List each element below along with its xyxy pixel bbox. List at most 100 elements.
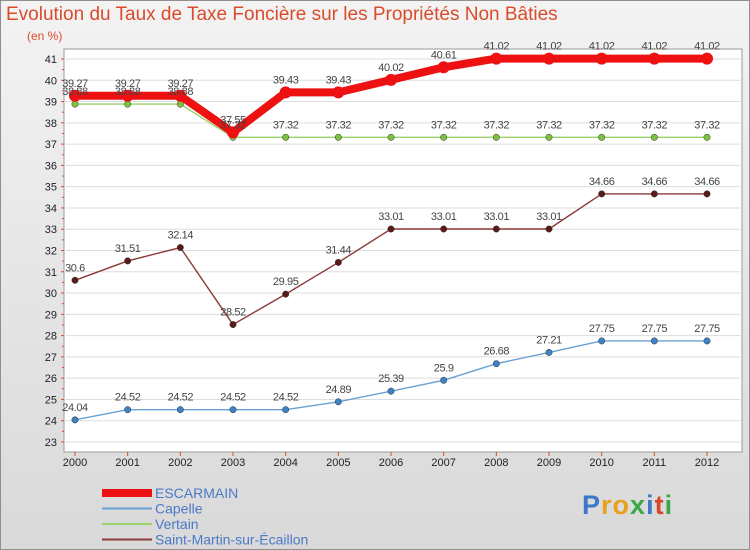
point-vertain-2004 <box>282 133 290 141</box>
y-tick-label-38: 38 <box>45 118 57 130</box>
point-vertain-2012 <box>703 133 711 141</box>
point-escarmain-2009 <box>543 52 555 65</box>
data-label-escarmain-2009: 41.02 <box>536 41 562 53</box>
x-tick-label-2012: 2012 <box>695 457 719 469</box>
point-saint-martin-sur-caillon-2006 <box>387 225 395 233</box>
proxiti-logo: Proxiti <box>582 490 673 521</box>
point-saint-martin-sur-caillon-2007 <box>440 225 448 233</box>
x-tick-label-2011: 2011 <box>643 457 667 469</box>
x-tick-label-2004: 2004 <box>273 457 297 469</box>
gridlines <box>64 58 742 443</box>
y-tick-label-29: 29 <box>45 309 57 321</box>
data-label-saint-martin-sur-caillon-2000: 30.6 <box>65 262 85 274</box>
series-saint-martin-sur-caillon <box>71 190 711 328</box>
y-tick-label-23: 23 <box>45 437 57 449</box>
point-escarmain-2010 <box>595 52 608 65</box>
x-axis: 2000 2001 2002 2003 2004 2005 2006 2007 2008 2009… <box>63 452 719 469</box>
data-label-escarmain-2008: 41.02 <box>484 41 510 53</box>
y-tick-label-35: 35 <box>45 182 57 194</box>
point-vertain-2000 <box>71 100 79 108</box>
point-vertain-2011 <box>650 133 658 141</box>
point-capelle-2008 <box>492 360 500 368</box>
point-saint-martin-sur-caillon-2002 <box>176 244 184 251</box>
y-tick-label-32: 32 <box>45 246 57 258</box>
data-label-capelle-2011: 27.75 <box>642 323 668 335</box>
y-tick-label-36: 36 <box>45 160 57 172</box>
logo-letter: t <box>654 490 665 520</box>
point-escarmain-2011 <box>648 52 661 65</box>
legend-label-escarmain: ESCARMAIN <box>155 485 238 501</box>
y-tick-label-41: 41 <box>45 54 57 66</box>
x-tick-label-2001: 2001 <box>115 457 139 469</box>
logo-letter: r <box>601 490 613 520</box>
data-label-capelle-2006: 25.39 <box>378 373 404 385</box>
point-saint-martin-sur-caillon-2011 <box>650 190 658 198</box>
point-capelle-2010 <box>598 337 606 345</box>
data-label-vertain-2005: 37.32 <box>326 119 352 131</box>
logo-letter: x <box>630 490 647 520</box>
point-capelle-2002 <box>176 406 184 414</box>
data-label-vertain-2002: 38.88 <box>168 86 194 98</box>
point-capelle-2011 <box>650 337 658 345</box>
y-tick-label-37: 37 <box>45 139 57 151</box>
y-tick-label-30: 30 <box>45 288 57 300</box>
data-label-capelle-2000: 24.04 <box>62 402 88 414</box>
data-label-escarmain-2010: 41.02 <box>589 41 615 53</box>
legend-label-vertain: Vertain <box>155 516 199 532</box>
y-axis-unit: (en %) <box>27 29 63 43</box>
data-label-escarmain-2002: 39.27 <box>168 78 194 90</box>
data-label-escarmain-2004: 39.43 <box>273 74 299 86</box>
point-saint-martin-sur-caillon-2012 <box>703 190 711 198</box>
data-label-capelle-2009: 27.21 <box>536 334 562 346</box>
data-label-capelle-2004: 24.52 <box>273 392 299 404</box>
data-label-saint-martin-sur-caillon-2011: 34.66 <box>642 176 668 188</box>
point-escarmain-2003 <box>227 126 239 139</box>
data-label-escarmain-2000: 39.27 <box>62 78 88 90</box>
point-capelle-2000 <box>71 416 79 424</box>
data-label-saint-martin-sur-caillon-2005: 31.44 <box>326 244 352 256</box>
data-label-vertain-2004: 37.32 <box>273 119 299 131</box>
chart-title: Evolution du Taux de Taxe Foncière sur l… <box>6 4 558 25</box>
data-label-saint-martin-sur-caillon-2009: 33.01 <box>536 211 562 223</box>
point-escarmain-2002 <box>174 89 187 102</box>
x-tick-label-2005: 2005 <box>326 457 350 469</box>
data-label-capelle-2010: 27.75 <box>589 323 615 335</box>
point-capelle-2006 <box>387 387 395 395</box>
data-label-saint-martin-sur-caillon-2001: 31.51 <box>115 243 141 255</box>
y-tick-label-39: 39 <box>45 97 57 109</box>
point-escarmain-2006 <box>385 73 397 86</box>
data-label-saint-martin-sur-caillon-2010: 34.66 <box>589 176 615 188</box>
x-tick-label-2006: 2006 <box>379 457 403 469</box>
point-saint-martin-sur-caillon-2005 <box>334 258 342 266</box>
logo-letter: o <box>612 490 631 520</box>
data-label-saint-martin-sur-caillon-2004: 29.95 <box>273 276 299 288</box>
x-tick-label-2009: 2009 <box>537 457 561 469</box>
data-label-escarmain-2001: 39.27 <box>115 78 141 90</box>
data-label-capelle-2002: 24.52 <box>168 392 194 404</box>
point-saint-martin-sur-caillon-2003 <box>229 321 237 328</box>
data-label-vertain-2001: 38.88 <box>115 86 141 98</box>
data-label-vertain-2009: 37.32 <box>536 119 562 131</box>
y-tick-label-34: 34 <box>45 203 57 215</box>
point-escarmain-2007 <box>437 61 450 74</box>
data-label-saint-martin-sur-caillon-2006: 33.01 <box>378 211 404 223</box>
data-label-saint-martin-sur-caillon-2012: 34.66 <box>694 176 720 188</box>
data-label-capelle-2012: 27.75 <box>694 323 720 335</box>
point-saint-martin-sur-caillon-2004 <box>282 290 290 298</box>
data-label-vertain-2010: 37.32 <box>589 119 615 131</box>
series-vertain <box>71 100 711 141</box>
x-tick-label-2000: 2000 <box>63 457 87 469</box>
point-capelle-2012 <box>703 337 711 345</box>
data-label-capelle-2008: 26.68 <box>484 346 510 358</box>
data-label-vertain-2012: 37.32 <box>694 119 720 131</box>
point-vertain-2001 <box>124 100 132 108</box>
logo-letter: P <box>582 490 602 520</box>
y-tick-label-28: 28 <box>45 331 57 343</box>
legend: ESCARMAINCapelleVertainSaint-Martin-sur-… <box>102 485 308 548</box>
point-saint-martin-sur-caillon-2000 <box>71 276 79 284</box>
point-vertain-2006 <box>387 133 395 141</box>
legend-label-capelle: Capelle <box>155 501 203 517</box>
data-label-saint-martin-sur-caillon-2008: 33.01 <box>484 211 510 223</box>
data-label-saint-martin-sur-caillon-2002: 32.14 <box>168 230 194 242</box>
